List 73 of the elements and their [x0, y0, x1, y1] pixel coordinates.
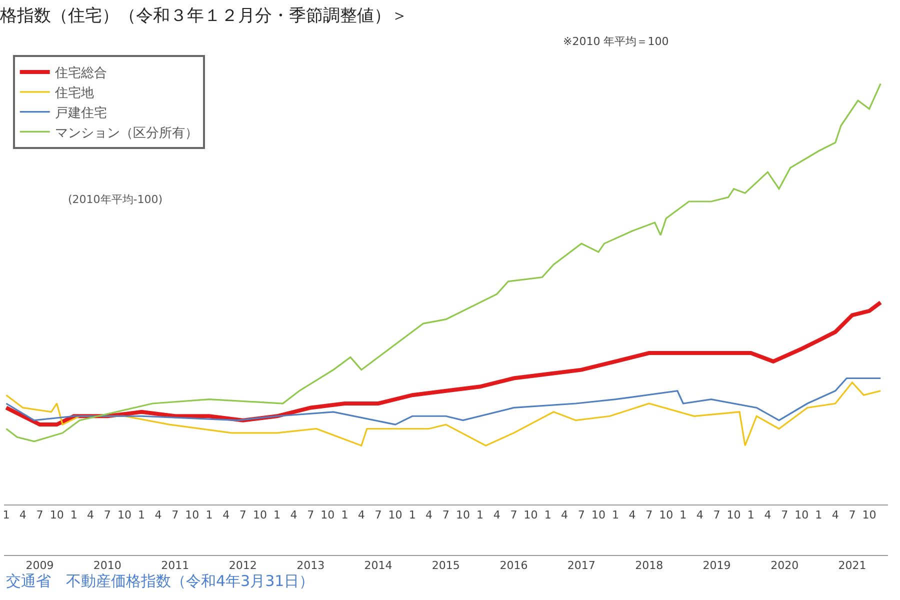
- legend-label: 住宅総合: [54, 65, 107, 82]
- x-tick-label: 10: [320, 508, 335, 522]
- x-tick-label: 10: [726, 508, 741, 522]
- x-tick-label: 10: [591, 508, 606, 522]
- x-tick-label: 4: [358, 508, 365, 522]
- x-tick-label: 10: [388, 508, 402, 522]
- legend-label: マンション（区分所有）: [54, 126, 198, 141]
- x-tick-label: 10: [252, 508, 267, 522]
- x-tick-label: 7: [36, 508, 44, 522]
- chart-subtitle: ※2010 年平均＝100: [563, 35, 669, 48]
- x-tick-label: 7: [374, 508, 382, 522]
- legend-label: 住宅地: [54, 84, 94, 101]
- x2-tick-label: 2010: [93, 559, 122, 572]
- chart-title: 格指数（住宅）（令和３年１２月分・季節調整値）＞: [0, 6, 408, 26]
- x2-tick-label: 2013: [296, 559, 325, 572]
- annotation: (2010年平均-100): [68, 193, 163, 206]
- x2-tick-label: 2011: [161, 559, 190, 572]
- x-tick-label: 10: [659, 508, 674, 522]
- x-tick-label: 1: [138, 508, 146, 522]
- x2-tick-label: 2018: [635, 559, 664, 572]
- x-tick-label: 4: [628, 508, 636, 522]
- x-tick-label: 7: [104, 508, 111, 522]
- x-tick-label: 1: [612, 508, 620, 522]
- x-tick-label: 4: [222, 508, 230, 522]
- x-tick-label: 4: [154, 508, 162, 522]
- x-tick-label: 4: [87, 508, 94, 522]
- x-tick-label: 10: [117, 508, 132, 522]
- x-tick-label: 4: [764, 508, 772, 522]
- x-tick-label: 1: [70, 508, 78, 522]
- x-tick-label: 7: [239, 508, 246, 522]
- x-tick-label: 7: [713, 508, 720, 522]
- x-tick-label: 4: [561, 508, 568, 522]
- x-tick-label: 7: [172, 508, 179, 522]
- x-tick-label: 4: [696, 508, 704, 522]
- x-tick-label: 7: [848, 508, 856, 522]
- x-tick-label: 1: [206, 508, 213, 522]
- x-tick-label: 1: [274, 508, 281, 522]
- x2-tick-label: 2012: [228, 559, 257, 572]
- x-tick-label: 1: [2, 508, 10, 522]
- x2-tick-label: 2021: [838, 559, 866, 572]
- x-tick-label: 7: [646, 508, 653, 522]
- x-tick-label: 7: [307, 508, 314, 522]
- x-tick-label: 7: [578, 508, 585, 522]
- x-tick-label: 10: [862, 508, 876, 522]
- x-tick-label: 10: [524, 508, 538, 522]
- x2-tick-label: 2015: [432, 559, 460, 572]
- x-tick-label: 1: [544, 508, 552, 522]
- x-tick-label: 4: [832, 508, 839, 522]
- x-tick-label: 10: [185, 508, 200, 522]
- x-tick-label: 1: [680, 508, 687, 522]
- x2-tick-label: 2014: [364, 559, 392, 572]
- x2-tick-label: 2016: [500, 559, 528, 572]
- x-tick-label: 7: [781, 508, 788, 522]
- x-tick-label: 4: [19, 508, 26, 522]
- x-tick-label: 1: [747, 508, 754, 522]
- x2-tick-label: 2019: [702, 559, 731, 572]
- x-tick-label: 4: [493, 508, 500, 522]
- x-tick-label: 4: [290, 508, 298, 522]
- x-tick-label: 7: [510, 508, 518, 522]
- x-tick-label: 7: [442, 508, 450, 522]
- x-tick-label: 1: [815, 508, 822, 522]
- x2-tick-label: 2020: [770, 559, 799, 572]
- x-tick-label: 10: [50, 508, 64, 522]
- x-tick-label: 4: [426, 508, 433, 522]
- x-tick-label: 1: [408, 508, 416, 522]
- x2-tick-label: 2009: [26, 559, 54, 572]
- x-tick-label: 1: [341, 508, 348, 522]
- text: 交通省 不動産価格指数（令和4年3月31日）: [6, 572, 314, 590]
- legend-label: 戸建住宅: [54, 104, 107, 121]
- x-tick-label: 1: [476, 508, 484, 522]
- x2-tick-label: 2017: [567, 559, 596, 572]
- x-tick-label: 10: [456, 508, 470, 522]
- x-tick-label: 10: [794, 508, 809, 522]
